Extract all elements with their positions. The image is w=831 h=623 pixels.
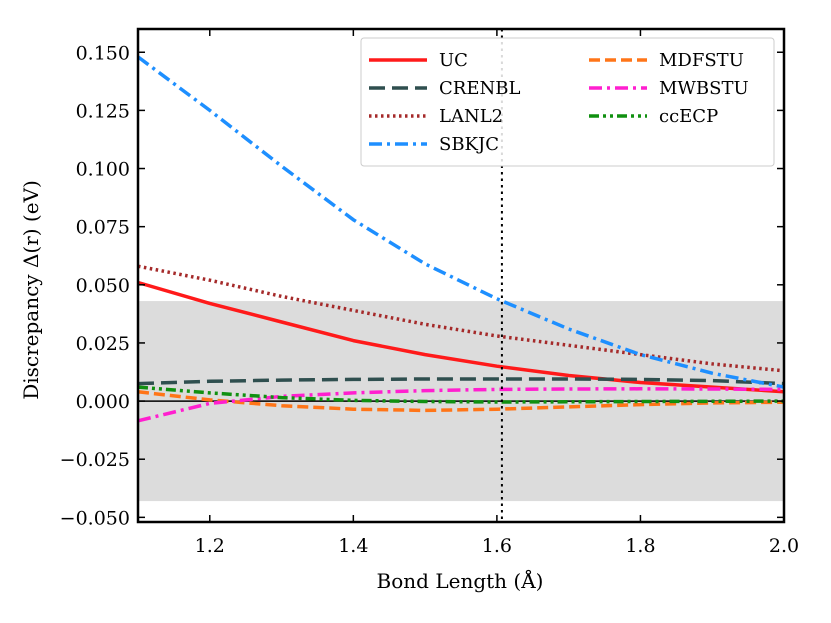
x-axis-label: Bond Length (Å)	[377, 568, 544, 593]
x-tick-label: 2.0	[769, 535, 799, 557]
legend-box	[360, 37, 775, 167]
series-line-ccecp	[137, 385, 785, 404]
y-tick-label: 0.100	[76, 159, 130, 181]
legend-label-crenbl: CRENBL	[439, 78, 520, 99]
y-tick-label: −0.050	[60, 507, 130, 529]
y-tick-label: 0.075	[76, 217, 130, 239]
y-tick-label: 0.125	[76, 100, 130, 122]
legend-label-ccecp: ccECP	[659, 106, 718, 127]
series-line-mdfstu	[137, 390, 785, 413]
legend-label-sbkjc: SBKJC	[439, 134, 499, 155]
plot-frame	[136, 27, 786, 524]
series-line-crenbl	[137, 377, 785, 386]
y-tick-label: 0.050	[76, 275, 130, 297]
legend-label-mwbstu: MWBSTU	[659, 78, 749, 99]
series-line-lanl2	[137, 264, 785, 373]
y-tick-label: −0.025	[60, 449, 130, 471]
series-line-sbkjc	[136, 55, 785, 389]
y-tick-label: 0.150	[76, 42, 130, 64]
legend-label-uc: UC	[439, 50, 468, 71]
x-tick-label: 1.4	[338, 535, 368, 557]
x-tick-label: 1.6	[482, 535, 512, 557]
y-tick-label: 0.000	[76, 391, 130, 413]
legend-label-lanl2: LANL2	[439, 106, 503, 127]
y-axis-label: Discrepancy Δ(r) (eV)	[19, 180, 43, 400]
x-tick-label: 1.8	[625, 535, 655, 557]
legend-label-mdfstu: MDFSTU	[659, 50, 744, 71]
series-line-uc	[137, 280, 785, 394]
x-tick-label: 1.2	[195, 535, 225, 557]
y-tick-label: 0.025	[76, 333, 130, 355]
series-line-mwbstu	[137, 387, 785, 423]
